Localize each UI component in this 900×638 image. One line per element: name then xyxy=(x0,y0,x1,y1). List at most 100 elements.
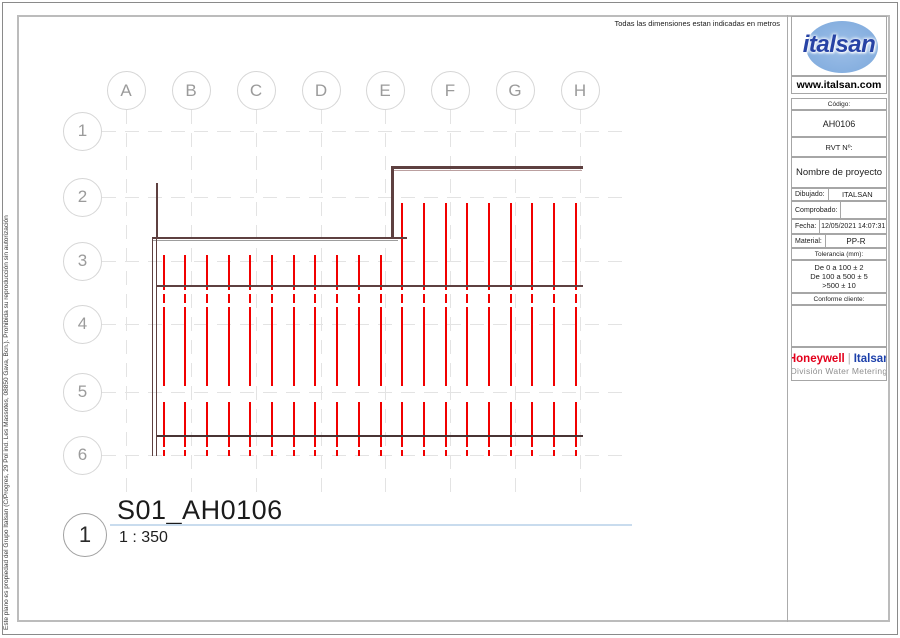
pipe-riser xyxy=(379,294,382,303)
grid-line-col-H xyxy=(580,110,581,500)
pipe-riser xyxy=(184,307,187,386)
cell-divider xyxy=(824,235,826,247)
pipe-riser xyxy=(205,402,208,447)
pipe-riser xyxy=(314,307,317,386)
pipe-main xyxy=(394,169,582,171)
pipe-riser xyxy=(444,294,447,303)
conforme-label: Conforme cliente: xyxy=(813,295,865,303)
pipe-riser xyxy=(574,203,577,290)
pipe-riser xyxy=(357,294,360,303)
pipe-riser xyxy=(509,402,512,447)
pipe-riser xyxy=(162,402,165,447)
title-block-divider xyxy=(787,15,788,622)
grid-bubble-row-2: 2 xyxy=(63,177,102,217)
pipe-riser xyxy=(509,203,512,290)
pipe-riser xyxy=(531,307,534,386)
italsan-logo: italsan xyxy=(802,31,876,58)
fecha-row: Fecha: 12/05/2021 14:07:31 xyxy=(791,219,887,234)
pipe-riser xyxy=(531,402,534,447)
pipe-main xyxy=(157,434,583,437)
pipe-riser xyxy=(205,450,208,456)
dimensions-note: Todas las dimensiones estan indicadas en… xyxy=(614,19,780,28)
pipe-riser xyxy=(227,255,230,290)
pipe-riser xyxy=(205,255,208,290)
pipe-riser xyxy=(314,402,317,447)
pipe-riser xyxy=(314,255,317,290)
grid-line-col-C xyxy=(256,110,257,500)
pipe-riser xyxy=(162,294,165,303)
view-title: S01_AH0106 xyxy=(117,495,283,525)
pipe-riser xyxy=(488,294,490,303)
grid-bubble-row-6: 6 xyxy=(63,435,102,475)
grid-line-col-E xyxy=(385,110,386,500)
pipe-riser xyxy=(249,450,252,456)
pipe-riser xyxy=(357,255,360,290)
grid-line-col-B xyxy=(191,110,192,500)
pipe-riser xyxy=(292,294,295,303)
grid-line-row-4 xyxy=(102,324,626,325)
grid-line-row-3 xyxy=(102,261,626,262)
pipe-riser xyxy=(184,450,187,456)
pipe-main xyxy=(391,166,583,169)
pipe-riser xyxy=(574,294,577,303)
pipe-main xyxy=(151,238,153,456)
pipe-riser xyxy=(531,203,534,290)
grid-bubble-col-F: F xyxy=(430,71,470,110)
pipe-riser xyxy=(292,307,295,386)
pipe-riser xyxy=(401,402,404,447)
grid-bubble-row-1: 1 xyxy=(63,111,102,151)
pipe-riser xyxy=(553,307,556,386)
comprobado-row: Comprobado: xyxy=(791,201,887,219)
pipe-riser xyxy=(444,450,447,456)
pipe-riser xyxy=(401,203,404,290)
dibujado-label: Dibujado: xyxy=(795,191,825,198)
cell-divider xyxy=(827,189,829,200)
pipe-main xyxy=(155,183,158,238)
pipe-riser xyxy=(249,402,252,447)
pipe-riser xyxy=(205,294,208,303)
italsan-logo-ellipse-icon xyxy=(806,21,878,73)
grid-line-row-1 xyxy=(102,131,626,132)
codigo-label: Código: xyxy=(827,100,851,108)
project-name: Nombre de proyecto xyxy=(795,167,883,178)
material-label: Material: xyxy=(795,237,822,245)
rvt-box: RVT Nº: xyxy=(791,137,887,157)
pipe-riser xyxy=(466,294,469,303)
pipe-riser xyxy=(444,307,447,386)
view-number: 1 xyxy=(78,522,92,547)
pipe-riser xyxy=(227,307,230,386)
grid-line-row-5 xyxy=(102,392,626,393)
honeywell-wordmark: Honeywell xyxy=(791,352,845,365)
pipe-riser xyxy=(227,402,230,447)
pipe-riser xyxy=(292,402,295,447)
pipe-riser xyxy=(379,450,382,456)
pipe-riser xyxy=(184,255,187,290)
pipe-riser xyxy=(379,307,382,386)
dibujado-value: ITALSAN xyxy=(841,190,873,199)
grid-bubble-col-H: H xyxy=(560,71,600,110)
italsan-wordmark: Italsan xyxy=(853,352,887,365)
logo-box: italsan xyxy=(791,16,887,76)
pipe-riser xyxy=(336,450,339,456)
pipe-main xyxy=(391,166,394,239)
grid-bubble-col-C: C xyxy=(236,71,276,110)
pipe-riser xyxy=(466,203,469,290)
pipe-riser xyxy=(249,294,252,303)
pipe-riser xyxy=(271,402,273,447)
pipe-riser xyxy=(249,255,252,290)
pipe-riser xyxy=(401,307,404,386)
conforme-body xyxy=(791,305,887,347)
pipe-riser xyxy=(444,203,447,290)
grid-bubble-col-E: E xyxy=(365,71,405,110)
grid-line-row-6 xyxy=(102,455,626,456)
pipe-riser xyxy=(488,307,490,386)
pipe-riser xyxy=(162,450,165,456)
tolerancia-header: Tolerancia (mm): xyxy=(791,248,887,260)
pipe-riser xyxy=(509,307,512,386)
fecha-value: 12/05/2021 14:07:31 xyxy=(821,223,886,230)
grid-bubble-col-G: G xyxy=(495,71,535,110)
pipe-riser xyxy=(336,307,339,386)
